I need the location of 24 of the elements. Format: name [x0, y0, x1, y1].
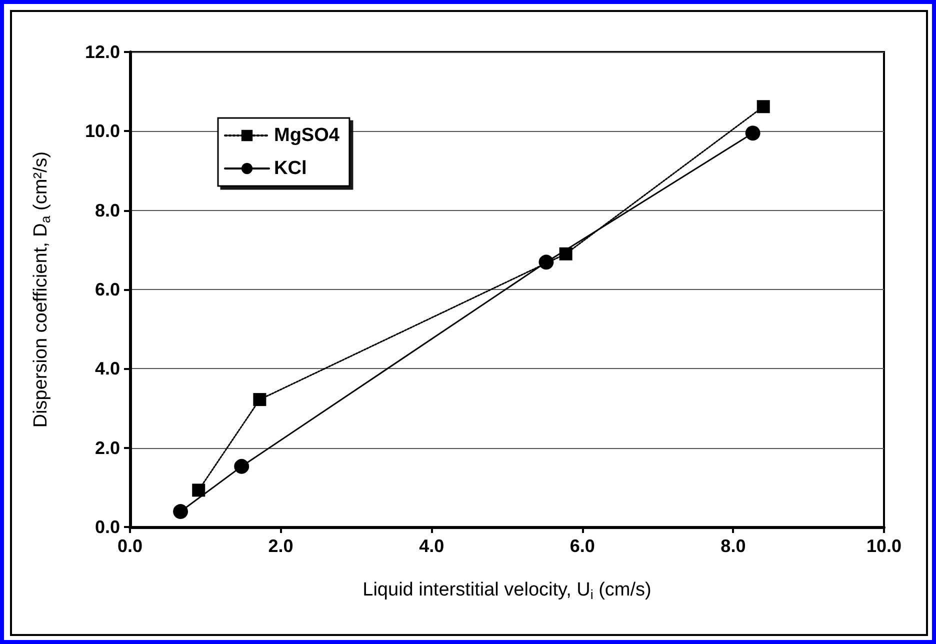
y-tick-label: 8.0 [94, 200, 120, 220]
x-tick-label: 0.0 [117, 536, 143, 556]
legend-label: MgSO4 [274, 125, 340, 146]
point [756, 100, 770, 114]
y-tick-label: 4.0 [94, 358, 120, 379]
y-axis-title: Dispersion coefficient, Da (cm²/s) [30, 151, 53, 428]
x-tick-label: 6.0 [570, 536, 595, 556]
y-tick-label: 12.0 [84, 42, 120, 62]
point [192, 484, 206, 497]
point [234, 458, 250, 474]
x-tick-label: 4.0 [419, 536, 444, 556]
point [538, 254, 554, 270]
legend-label: KCl [274, 158, 307, 179]
point [173, 504, 188, 520]
point [745, 126, 760, 141]
point [559, 247, 572, 260]
point [253, 393, 266, 406]
y-tick-label: 6.0 [94, 280, 120, 300]
x-tick-label: 8.0 [720, 536, 746, 556]
y-tick-label: 0.0 [94, 517, 120, 537]
y-tick-label: 10.0 [84, 121, 120, 142]
y-tick-label: 2.0 [94, 438, 120, 458]
x-tick-label: 10.0 [866, 536, 902, 556]
x-tick-label: 2.0 [268, 536, 294, 556]
